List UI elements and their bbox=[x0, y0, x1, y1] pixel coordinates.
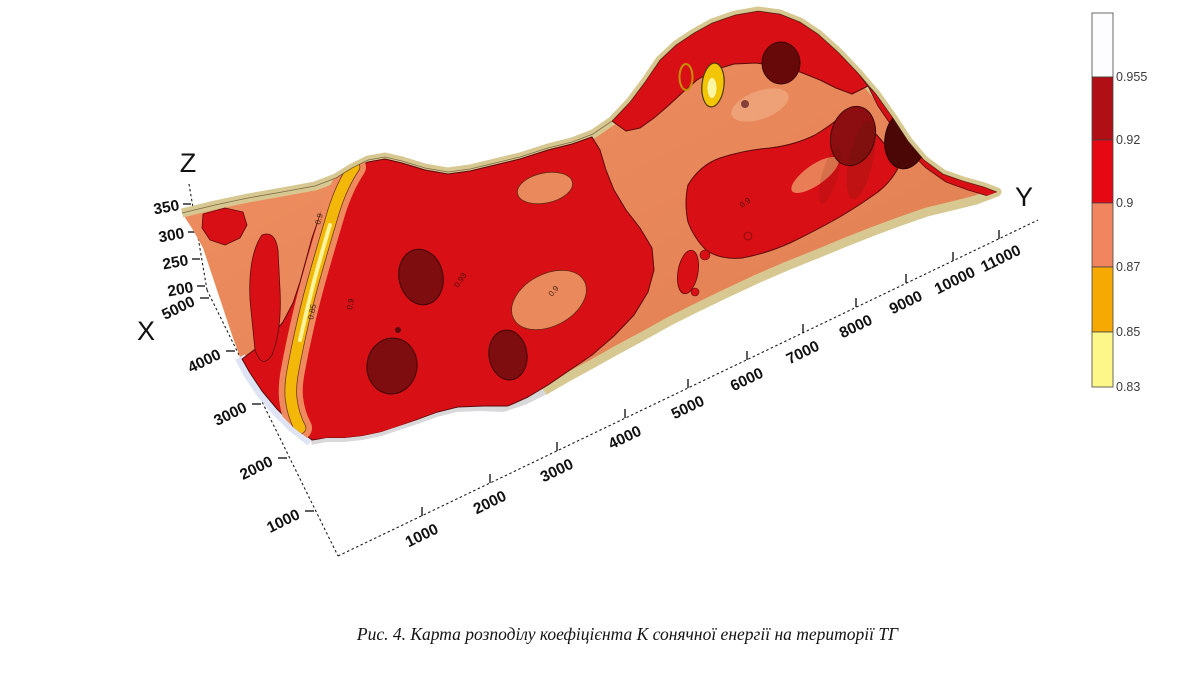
z-axis: Z 350 300 250 200 bbox=[152, 148, 208, 300]
y-tick-label: 8000 bbox=[837, 312, 875, 342]
y-tick-label: 3000 bbox=[538, 456, 576, 486]
contour-value-label: 0.85 bbox=[306, 303, 318, 321]
y-tick-label: 9000 bbox=[887, 288, 925, 318]
colorbar: 0.955 0.92 0.9 0.87 0.85 0.83 bbox=[1091, 12, 1147, 394]
contour-blob-dark bbox=[488, 329, 528, 381]
z-axis-label: Z bbox=[180, 148, 197, 178]
surface: 0.9 0.85 0.9 0.93 0.9 0.9 bbox=[180, 6, 1002, 446]
y-tick-label: 10000 bbox=[932, 264, 978, 298]
colorbar-label: 0.85 bbox=[1116, 325, 1140, 339]
y-axis-label: Y bbox=[1015, 182, 1033, 212]
y-tick-label: 5000 bbox=[669, 393, 707, 423]
colorbar-label: 0.955 bbox=[1116, 70, 1147, 84]
y-tick-label: 7000 bbox=[784, 338, 822, 368]
contour-dot-dark bbox=[395, 327, 401, 333]
x-axis-label: X bbox=[137, 316, 155, 346]
contour-dot-dark bbox=[741, 100, 749, 108]
contour-red-speck bbox=[699, 249, 711, 261]
x-tick-label: 4000 bbox=[185, 346, 223, 376]
colorbar-segment bbox=[1091, 331, 1114, 388]
contour-region-red-tongue bbox=[249, 233, 281, 362]
contour-red-speck bbox=[743, 231, 753, 241]
colorbar-segment bbox=[1091, 76, 1114, 141]
surface-outline bbox=[181, 10, 998, 214]
shading-streak bbox=[846, 120, 876, 200]
y-tick-label: 2000 bbox=[471, 488, 509, 518]
contour-streak-salmon bbox=[791, 156, 839, 194]
valley-band-pale-core bbox=[298, 223, 332, 342]
contour-hole-salmon bbox=[511, 269, 587, 331]
x-tick-label: 1000 bbox=[264, 506, 302, 536]
z-tick-label: 350 bbox=[152, 197, 180, 218]
contour-blob-dark bbox=[761, 41, 801, 85]
colorbar-segment bbox=[1091, 266, 1114, 333]
contour-blob-dark bbox=[366, 337, 418, 395]
z-tick-label: 300 bbox=[157, 225, 185, 246]
shading-streak bbox=[818, 146, 842, 204]
contour-hole-salmon bbox=[517, 171, 573, 205]
colorbar-label: 0.87 bbox=[1116, 260, 1140, 274]
colorbar-segment bbox=[1091, 12, 1114, 78]
x-tick-label: 3000 bbox=[211, 399, 249, 429]
edge-rim-wall bbox=[235, 354, 315, 446]
y-tick-label: 1000 bbox=[403, 521, 441, 551]
figure-caption: Рис. 4. Карта розподілу коефіцієнта К со… bbox=[356, 624, 899, 644]
contour-region-red-spot bbox=[201, 207, 248, 246]
y-tick-label: 6000 bbox=[728, 365, 766, 395]
contour-blob-dark bbox=[829, 105, 877, 167]
z-tick-label: 250 bbox=[161, 252, 189, 273]
colorbar-label: 0.92 bbox=[1116, 133, 1140, 147]
colorbar-segment bbox=[1091, 139, 1114, 204]
y-tick-label: 11000 bbox=[978, 242, 1023, 276]
x-tick-label: 2000 bbox=[237, 453, 275, 483]
colorbar-label: 0.9 bbox=[1116, 196, 1133, 210]
colorbar-label: 0.83 bbox=[1116, 380, 1140, 394]
contour-value-label: 0.9 bbox=[345, 297, 356, 310]
contour-red-speck bbox=[690, 287, 700, 297]
contour-value-label: 0.9 bbox=[313, 212, 325, 226]
colorbar-segment bbox=[1091, 202, 1114, 268]
y-tick-label: 4000 bbox=[606, 423, 644, 453]
contour-region-red-drip bbox=[677, 249, 699, 295]
contour-blob-dark bbox=[398, 248, 444, 306]
shading-highlight bbox=[731, 88, 789, 122]
z-tick-label: 200 bbox=[166, 279, 194, 300]
peak-yellow-ring bbox=[678, 63, 694, 91]
peak-yellow-core bbox=[707, 78, 717, 98]
